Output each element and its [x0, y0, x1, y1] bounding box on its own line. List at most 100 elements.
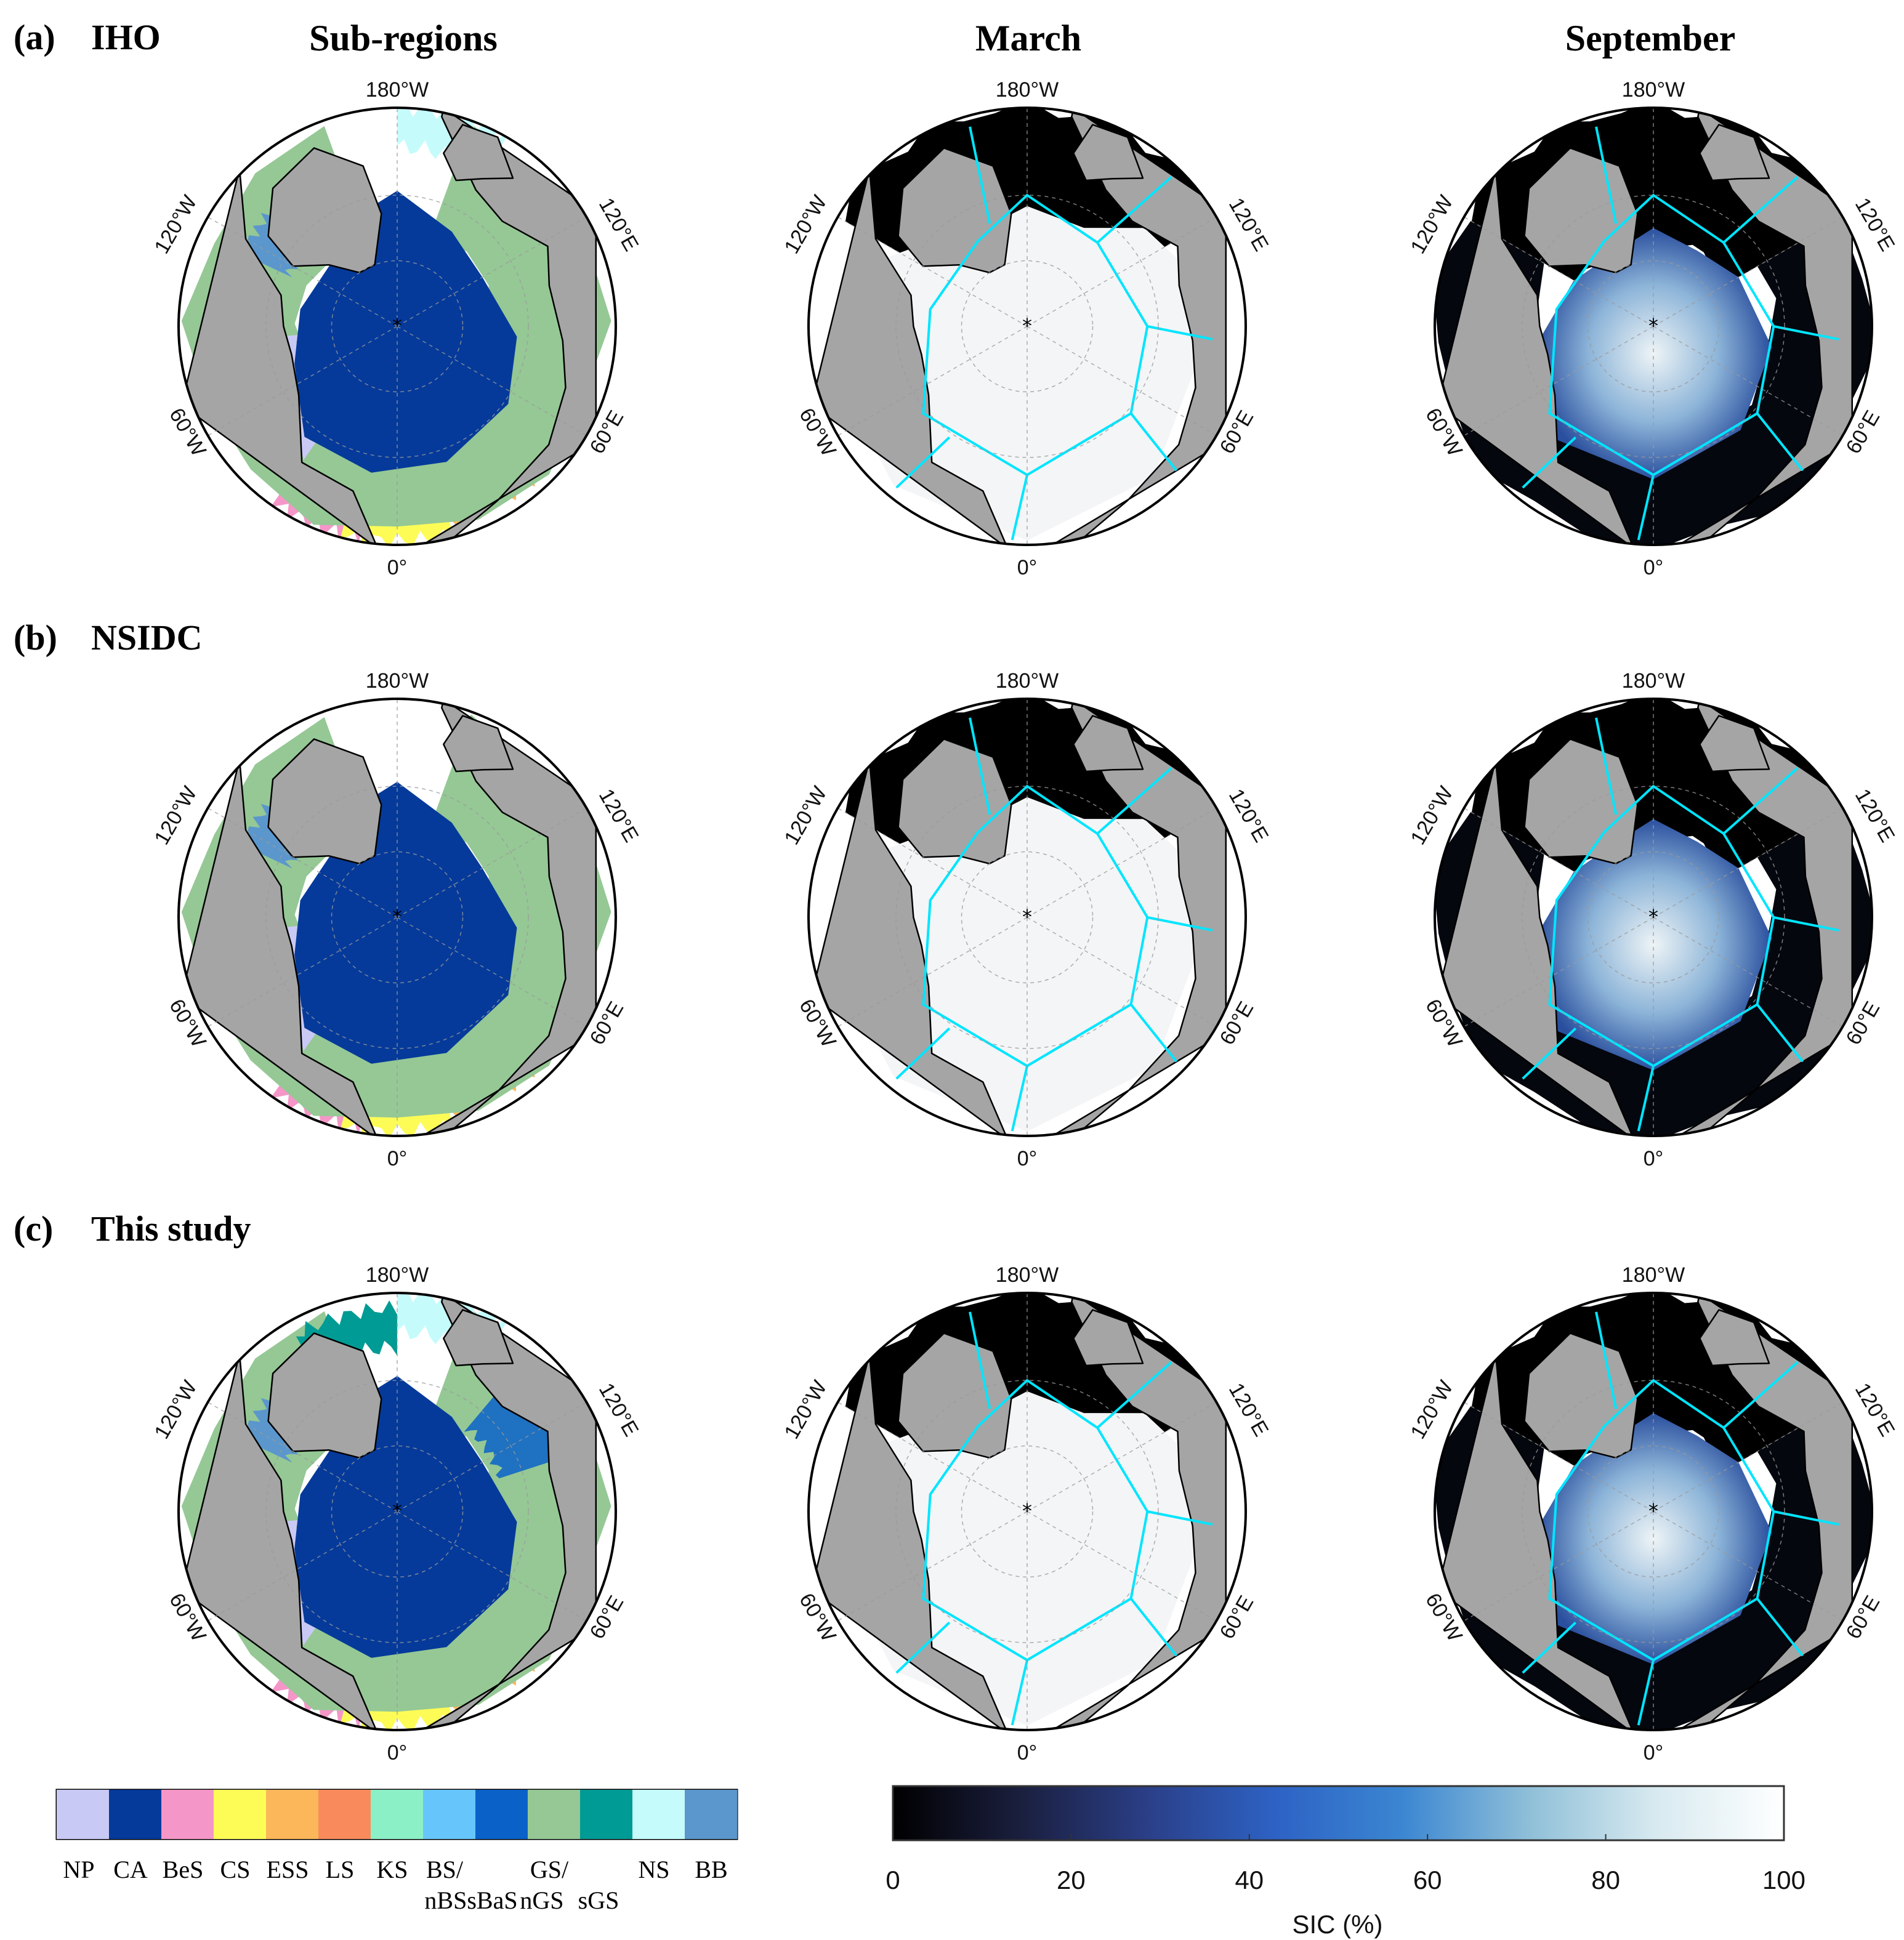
ice-pack-september: [1535, 819, 1772, 1071]
lon-label-180w: 180°W: [366, 78, 429, 102]
map-frame: [1434, 698, 1873, 1137]
north-pole-marker: *: [1022, 314, 1032, 337]
land-mass: [180, 167, 379, 545]
svg-text:(c): (c): [14, 1209, 53, 1249]
colorbar-title: SIC (%): [1293, 1910, 1383, 1939]
land-mass: [1046, 1293, 1227, 1730]
land-mass: [810, 759, 1009, 1136]
colorbar-gradient: [892, 1785, 1785, 1841]
north-pole-marker: *: [1022, 1499, 1032, 1523]
lon-label-180w: 180°W: [1622, 1263, 1685, 1287]
north-pole-marker: *: [392, 314, 402, 337]
lon-label-180w: 180°W: [1622, 669, 1685, 693]
map-b-march: *180°W0°120°W 120°E60°W 60°E: [780, 669, 1273, 1170]
land-mass: [416, 1293, 597, 1730]
map-a-regions: *180°W0°120°W 120°E60°W 60°E: [150, 78, 643, 579]
land-mass: [1699, 715, 1770, 773]
colorbar-tick-label: 20: [1057, 1866, 1086, 1894]
region-legend: NP CA BeS CS ESS LS KS BS/ nBSsBaS GS/ n…: [55, 1789, 738, 1914]
land-mass: [1437, 167, 1635, 545]
svg-text:NSIDC: NSIDC: [91, 618, 203, 658]
lon-label-180w: 180°W: [996, 669, 1059, 693]
legend-swatch-ca: [109, 1790, 162, 1839]
svg-text:IHO: IHO: [91, 17, 161, 57]
land-mass: [1672, 1293, 1854, 1730]
graticule: [837, 699, 1217, 1136]
map-frame: [807, 107, 1247, 546]
land-mass: [443, 715, 514, 773]
colorbar-tick-label: 60: [1413, 1866, 1442, 1894]
legend-swatch-np: [57, 1790, 110, 1839]
map-frame: [177, 1292, 617, 1731]
lon-label-180w: 180°W: [366, 669, 429, 693]
lon-label-0: 0°: [1017, 1147, 1038, 1170]
map-c-march: *180°W0°120°W 120°E60°W 60°E: [780, 1263, 1273, 1765]
legend-swatch-cs: [214, 1790, 267, 1839]
column-title-subregions: Sub-regions: [309, 18, 498, 58]
colorbar-tick-label: 80: [1591, 1866, 1620, 1894]
map-c-september: *180°W0°120°W 120°E60°W 60°E: [1406, 1263, 1899, 1765]
legend-label-nbs-sbas: nBSsBaS: [424, 1886, 517, 1914]
map-a-march: *180°W0°120°W 120°E60°W 60°E: [780, 78, 1273, 579]
legend-label-ks: KS: [376, 1856, 408, 1883]
land-mass: [267, 147, 382, 274]
land-mass: [416, 108, 597, 545]
north-pole-marker: *: [1648, 1499, 1658, 1523]
legend-swatch-ns: [632, 1790, 685, 1839]
legend-label-ls: LS: [326, 1856, 355, 1883]
legend-label-cs: CS: [220, 1856, 251, 1883]
land-mass: [1437, 759, 1635, 1136]
map-frame: [807, 1292, 1247, 1731]
north-pole-marker: *: [1648, 905, 1658, 928]
row-label-a: (a) IHO: [14, 17, 161, 57]
lon-label-180w: 180°W: [996, 78, 1059, 102]
legend-swatch-ks: [371, 1790, 424, 1839]
graticule: [837, 108, 1217, 545]
land-mass: [267, 1332, 382, 1459]
lon-label-0: 0°: [1017, 1741, 1038, 1765]
lon-label-0: 0°: [1644, 556, 1664, 579]
land-mass: [416, 699, 597, 1136]
map-frame: [177, 698, 617, 1137]
legend-swatch-ess: [266, 1790, 319, 1839]
legend-label-sgs: sGS: [578, 1886, 619, 1914]
legend-label-ess: ESS: [267, 1856, 309, 1883]
land-mass: [810, 1353, 1009, 1730]
map-b-september: *180°W0°120°W 120°E60°W 60°E: [1406, 669, 1899, 1170]
row-label-b: (b) NSIDC: [14, 618, 203, 658]
legend-label-bb: BB: [695, 1856, 727, 1883]
lon-label-180w: 180°W: [1622, 78, 1685, 102]
north-pole-marker: *: [392, 1499, 402, 1523]
sic-colorbar: 0 20 40 60 80 100 SIC (%): [885, 1785, 1805, 1939]
ice-pack-september: [1535, 1413, 1772, 1665]
land-mass: [810, 167, 1009, 545]
land-mass: [1672, 108, 1854, 545]
land-mass: [1523, 738, 1639, 865]
land-mass: [1437, 1353, 1635, 1730]
svg-text:(a): (a): [14, 17, 55, 57]
lon-label-0: 0°: [387, 1741, 408, 1765]
graticule: [1464, 1293, 1843, 1730]
map-frame: [1434, 107, 1873, 546]
map-c-regions: *180°W0°120°W 120°E60°W 60°E: [150, 1263, 643, 1765]
column-title-march: March: [975, 18, 1081, 58]
graticule: [1464, 699, 1843, 1136]
legend-swatch-sbas: [475, 1790, 528, 1839]
svg-text:(b): (b): [14, 618, 57, 658]
land-mass: [1046, 108, 1227, 545]
lon-label-0: 0°: [387, 1147, 408, 1170]
graticule: [208, 108, 587, 545]
legend-swatch-sgs: [580, 1790, 633, 1839]
map-frame: [807, 698, 1247, 1137]
land-mass: [180, 759, 379, 1136]
lon-label-180w: 180°W: [366, 1263, 429, 1287]
graticule: [837, 1293, 1217, 1730]
land-mass: [1046, 699, 1227, 1136]
land-mass: [1073, 715, 1144, 773]
north-pole-marker: *: [392, 905, 402, 928]
map-panels: *180°W0°120°W 120°E60°W 60°E*180°W0°120°W 1…: [150, 78, 1899, 1765]
legend-swatch-bb: [685, 1790, 738, 1839]
lon-label-0: 0°: [1017, 556, 1038, 579]
colorbar-tick-label: 100: [1762, 1866, 1805, 1894]
